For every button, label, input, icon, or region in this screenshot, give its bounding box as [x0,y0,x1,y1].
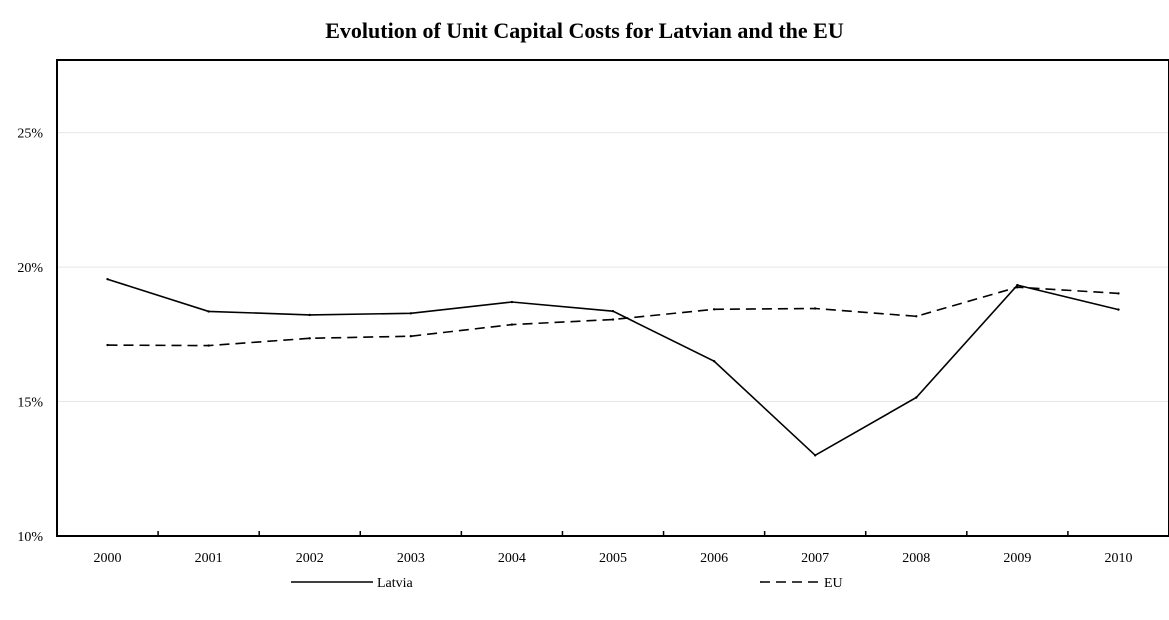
legend-label-eu: EU [824,576,843,591]
data-point-latvia [510,300,514,304]
y-tick-label: 25% [17,127,43,142]
data-point-eu [409,334,413,338]
x-tick-label: 2002 [296,551,324,566]
y-tick-labels: 10% 15% 20% 25% [17,127,43,545]
series-line-latvia [107,278,1119,457]
y-tick-label: 10% [17,530,43,545]
gridlines [57,132,1169,403]
data-point-latvia [1016,283,1019,287]
plot-frame [56,59,1169,537]
data-point-eu [1016,286,1019,289]
x-tick-label: 2003 [397,551,425,566]
x-tick-label: 2005 [599,551,627,566]
data-point-latvia [611,309,615,313]
data-point-eu [611,318,615,321]
x-tick-label: 2001 [195,551,223,566]
x-tick-label: 2007 [801,551,829,566]
x-tick-label: 2000 [94,551,122,566]
data-point-eu [813,307,817,310]
x-ticks [157,531,1069,536]
legend-label-latvia: Latvia [377,576,414,591]
data-point-eu [510,323,514,326]
data-point-eu [1117,292,1120,295]
legend: Latvia EU [291,576,843,591]
x-tick-label: 2006 [700,551,728,566]
y-tick-label: 20% [17,261,43,276]
series-line-eu [107,286,1119,347]
x-tick-label: 2008 [902,551,930,566]
data-point-latvia [813,454,817,457]
y-tick-label: 15% [17,396,43,411]
data-point-eu [207,344,210,347]
data-point-latvia [308,313,311,317]
data-point-latvia [915,396,918,399]
data-point-eu [106,343,109,347]
data-point-latvia [1117,308,1120,311]
x-tick-label: 2010 [1104,551,1132,566]
x-tick-label: 2009 [1003,551,1031,566]
series-lines [106,277,1120,457]
chart-title: Evolution of Unit Capital Costs for Latv… [325,18,844,43]
x-tick-labels: 2000 2001 2002 2003 2004 2005 2006 2007 2008 2009… [94,551,1133,566]
data-point-latvia [409,312,413,315]
data-point-latvia [712,359,716,363]
data-point-latvia [106,277,109,281]
x-tick-label: 2004 [498,551,526,566]
data-point-latvia [207,310,210,313]
data-point-eu [308,337,311,340]
data-point-eu [712,308,716,311]
data-point-eu [915,315,918,318]
